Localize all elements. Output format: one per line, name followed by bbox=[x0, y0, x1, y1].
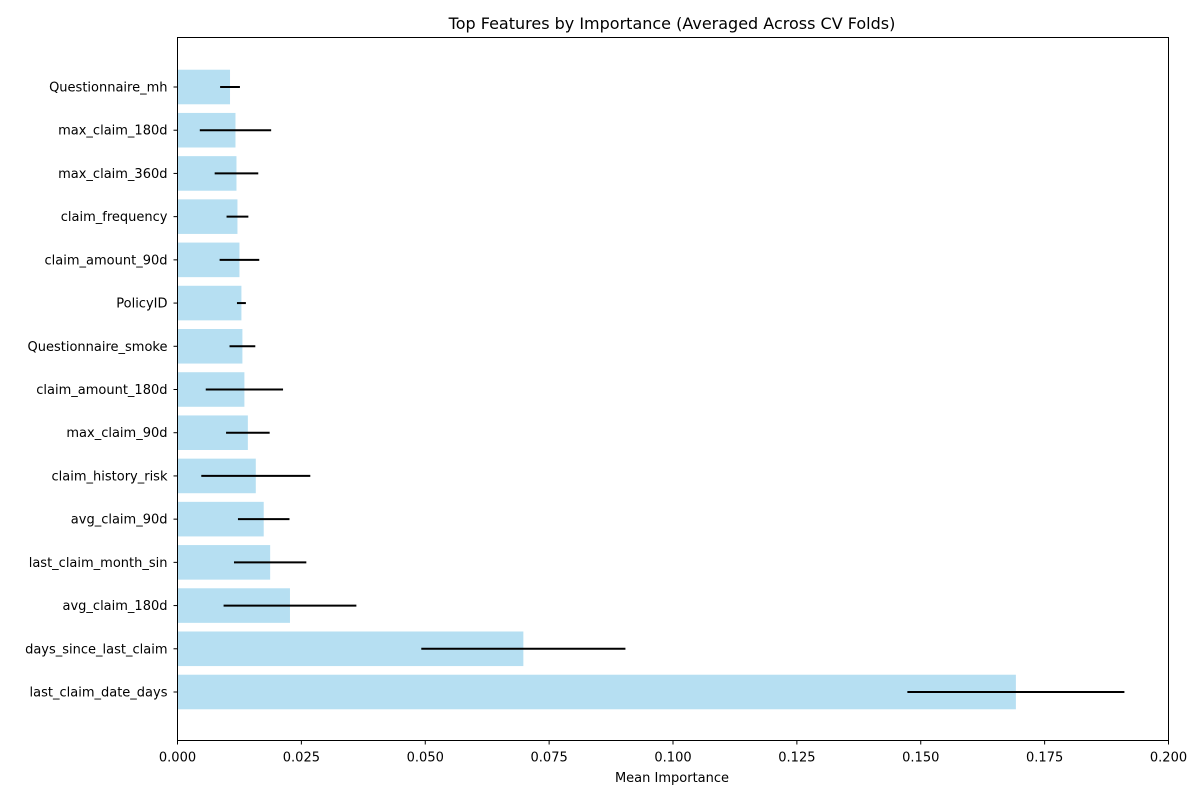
bar bbox=[177, 674, 1016, 710]
x-tick-label: 0.125 bbox=[778, 751, 815, 766]
y-tick-label: claim_history_risk bbox=[52, 469, 168, 484]
y-tick-label: last_claim_date_days bbox=[30, 686, 168, 701]
y-tick-label: last_claim_month_sin bbox=[29, 556, 168, 571]
y-axis-ticks: Questionnaire_mh max_claim_180d max_claim_… bbox=[25, 81, 178, 701]
x-tick-label: 0.150 bbox=[902, 751, 939, 766]
x-tick-label: 0.175 bbox=[1026, 751, 1063, 766]
x-tick-label: 0.200 bbox=[1150, 751, 1187, 766]
y-tick-label: avg_claim_180d bbox=[63, 599, 168, 614]
x-tick-label: 0.025 bbox=[283, 751, 320, 766]
y-tick-label: Questionnaire_mh bbox=[49, 81, 167, 96]
x-axis-label: Mean Importance bbox=[615, 771, 729, 786]
bar bbox=[177, 285, 242, 321]
chart-title: Top Features by Importance (Averaged Acr… bbox=[448, 14, 896, 33]
y-tick-label: max_claim_180d bbox=[58, 124, 167, 139]
y-tick-label: claim_amount_90d bbox=[45, 253, 168, 268]
x-tick-label: 0.100 bbox=[654, 751, 691, 766]
y-tick-label: max_claim_90d bbox=[66, 426, 167, 441]
y-tick-label: claim_amount_180d bbox=[36, 383, 167, 398]
x-tick-label: 0.000 bbox=[159, 751, 196, 766]
y-tick-label: Questionnaire_smoke bbox=[28, 340, 168, 355]
y-tick-label: max_claim_360d bbox=[58, 167, 167, 182]
x-tick-label: 0.075 bbox=[531, 751, 568, 766]
error-bars-group bbox=[199, 86, 1125, 693]
y-tick-label: claim_frequency bbox=[61, 210, 168, 225]
x-tick-label: 0.050 bbox=[407, 751, 444, 766]
y-tick-label: avg_claim_90d bbox=[71, 513, 168, 528]
y-tick-label: PolicyID bbox=[116, 297, 167, 312]
bars-group bbox=[177, 69, 1016, 710]
y-tick-label: days_since_last_claim bbox=[25, 642, 167, 657]
x-axis-ticks: 0.000 0.025 0.050 0.075 0.100 0.125 0.150 0.175… bbox=[159, 740, 1187, 766]
